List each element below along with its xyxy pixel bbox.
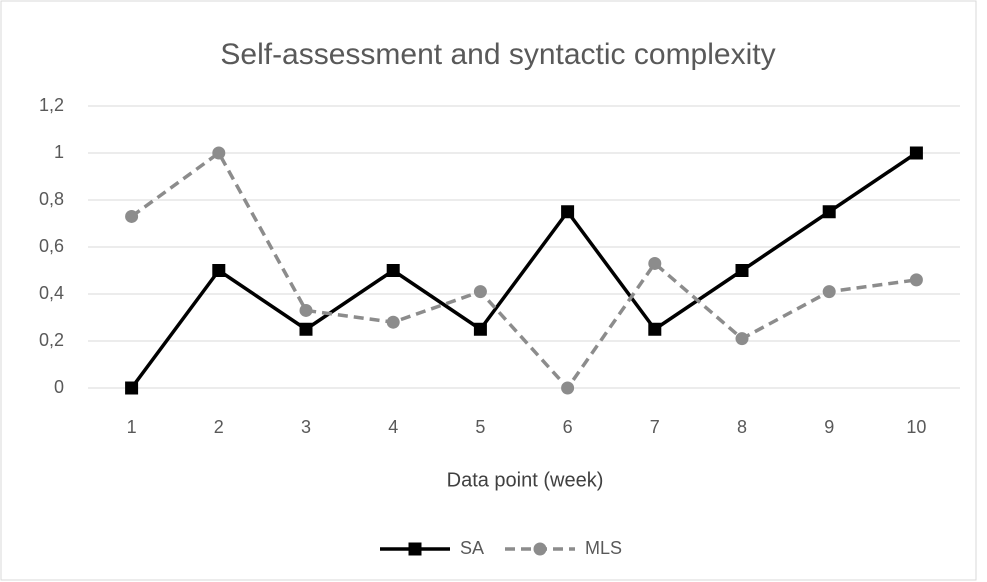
x-tick-label: 3 bbox=[301, 417, 311, 437]
marker bbox=[473, 322, 487, 336]
x-tick-label: 8 bbox=[737, 417, 747, 437]
x-tick-label: 9 bbox=[824, 417, 834, 437]
y-tick-label: 0,8 bbox=[39, 189, 64, 209]
y-tick-label: 0,4 bbox=[39, 283, 64, 303]
x-tick-label: 10 bbox=[906, 417, 926, 437]
y-tick-label: 0,2 bbox=[39, 330, 64, 350]
marker bbox=[561, 381, 575, 395]
marker bbox=[299, 322, 313, 336]
marker bbox=[909, 146, 923, 160]
marker bbox=[735, 332, 749, 346]
legend-label: SA bbox=[460, 538, 484, 558]
marker bbox=[473, 285, 487, 299]
y-tick-label: 1 bbox=[54, 142, 64, 162]
y-tick-label: 0,6 bbox=[39, 236, 64, 256]
legend-label: MLS bbox=[585, 538, 622, 558]
x-tick-label: 2 bbox=[214, 417, 224, 437]
y-tick-label: 0 bbox=[54, 377, 64, 397]
marker bbox=[648, 256, 662, 270]
marker bbox=[386, 315, 400, 329]
x-axis-label: Data point (week) bbox=[447, 469, 604, 491]
series-line bbox=[130, 151, 917, 390]
marker bbox=[735, 264, 749, 277]
marker bbox=[909, 273, 923, 287]
marker bbox=[822, 205, 836, 219]
x-tick-label: 6 bbox=[563, 417, 573, 437]
series-line bbox=[130, 151, 918, 390]
legend-marker bbox=[533, 542, 547, 556]
x-tick-label: 1 bbox=[127, 417, 137, 437]
marker bbox=[386, 264, 400, 277]
x-tick-label: 4 bbox=[388, 417, 398, 437]
legend-marker bbox=[408, 542, 422, 556]
marker bbox=[561, 205, 575, 219]
marker bbox=[212, 146, 226, 160]
chart-title: Self-assessment and syntactic complexity bbox=[220, 38, 775, 71]
marker bbox=[125, 209, 139, 223]
marker bbox=[212, 264, 226, 277]
y-tick-label: 1,2 bbox=[39, 95, 64, 115]
x-tick-label: 5 bbox=[475, 417, 485, 437]
marker bbox=[648, 322, 662, 336]
x-tick-label: 7 bbox=[650, 417, 660, 437]
marker bbox=[125, 381, 139, 395]
marker bbox=[822, 285, 836, 299]
marker bbox=[299, 303, 313, 317]
